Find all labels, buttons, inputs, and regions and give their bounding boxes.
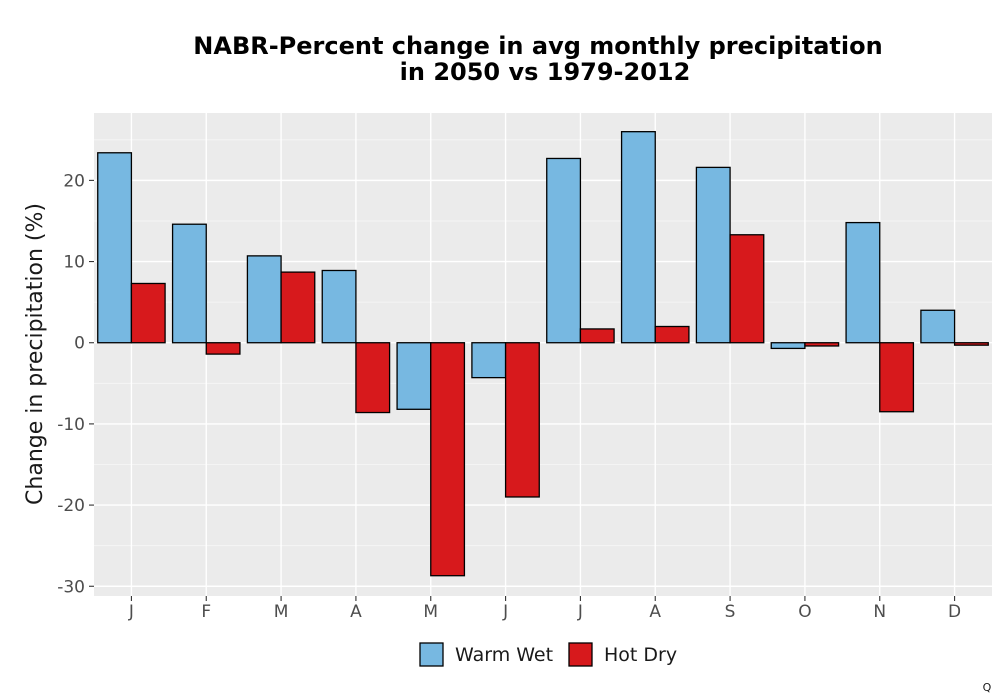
grid	[94, 113, 992, 596]
bars	[97, 131, 989, 577]
y-tick-label: 0	[74, 334, 85, 354]
y-axis-label: Change in precipitation (%)	[23, 203, 48, 505]
x-tick-label: J	[128, 602, 134, 622]
chart-title-line-1: NABR-Percent change in avg monthly preci…	[193, 32, 882, 60]
x-tick-label: J	[577, 602, 583, 622]
y-tick-label: 20	[63, 171, 85, 191]
y-tick-label: -20	[57, 496, 85, 516]
legend-swatch-hot-dry	[568, 642, 593, 667]
chart-title-line-2: in 2050 vs 1979-2012	[400, 58, 691, 86]
bar-hot-dry-2	[280, 271, 316, 344]
bar-warm-wet-5	[471, 342, 507, 379]
corner-mark: Q	[983, 681, 992, 694]
legend-label-warm-wet: Warm Wet	[455, 644, 553, 666]
bar-hot-dry-11	[953, 342, 989, 346]
bar-hot-dry-1	[205, 342, 241, 355]
bar-warm-wet-6	[546, 157, 582, 344]
bar-hot-dry-4	[430, 342, 466, 577]
x-tick-label: S	[725, 602, 736, 622]
bar-warm-wet-7	[620, 131, 656, 344]
bar-hot-dry-8	[729, 234, 765, 344]
x-tick-label: J	[502, 602, 508, 622]
legend: Warm Wet Hot Dry	[419, 642, 677, 667]
bar-hot-dry-5	[504, 342, 540, 498]
x-tick-label: M	[423, 602, 438, 622]
legend-swatch-warm-wet	[419, 642, 444, 667]
bar-hot-dry-9	[804, 342, 840, 347]
x-tick-label: N	[873, 602, 886, 622]
y-tick-label: 10	[63, 253, 85, 273]
bar-warm-wet-9	[770, 342, 806, 350]
bar-hot-dry-3	[355, 342, 391, 414]
bar-warm-wet-3	[321, 269, 357, 344]
bar-warm-wet-4	[396, 342, 432, 410]
y-tick-label: -10	[57, 415, 85, 435]
y-tick-label: -30	[57, 577, 85, 597]
bar-hot-dry-10	[879, 342, 915, 413]
x-tick-label: F	[201, 602, 211, 622]
bar-warm-wet-11	[920, 309, 956, 344]
y-axis-ticks: -30 -20 -10 0 10 20	[57, 171, 94, 597]
bar-warm-wet-1	[171, 223, 207, 344]
x-tick-label: M	[274, 602, 289, 622]
plot-panel	[94, 113, 992, 596]
bar-warm-wet-2	[246, 255, 282, 344]
bar-warm-wet-0	[97, 152, 133, 344]
bar-warm-wet-10	[845, 221, 881, 344]
x-tick-label: A	[350, 602, 362, 622]
x-tick-label: D	[948, 602, 961, 622]
bar-hot-dry-7	[654, 325, 690, 344]
bar-hot-dry-6	[579, 328, 615, 344]
x-tick-label: A	[649, 602, 661, 622]
legend-label-hot-dry: Hot Dry	[604, 644, 677, 666]
bar-warm-wet-8	[695, 166, 731, 344]
bar-hot-dry-0	[130, 282, 166, 344]
x-tick-label: O	[798, 602, 811, 622]
